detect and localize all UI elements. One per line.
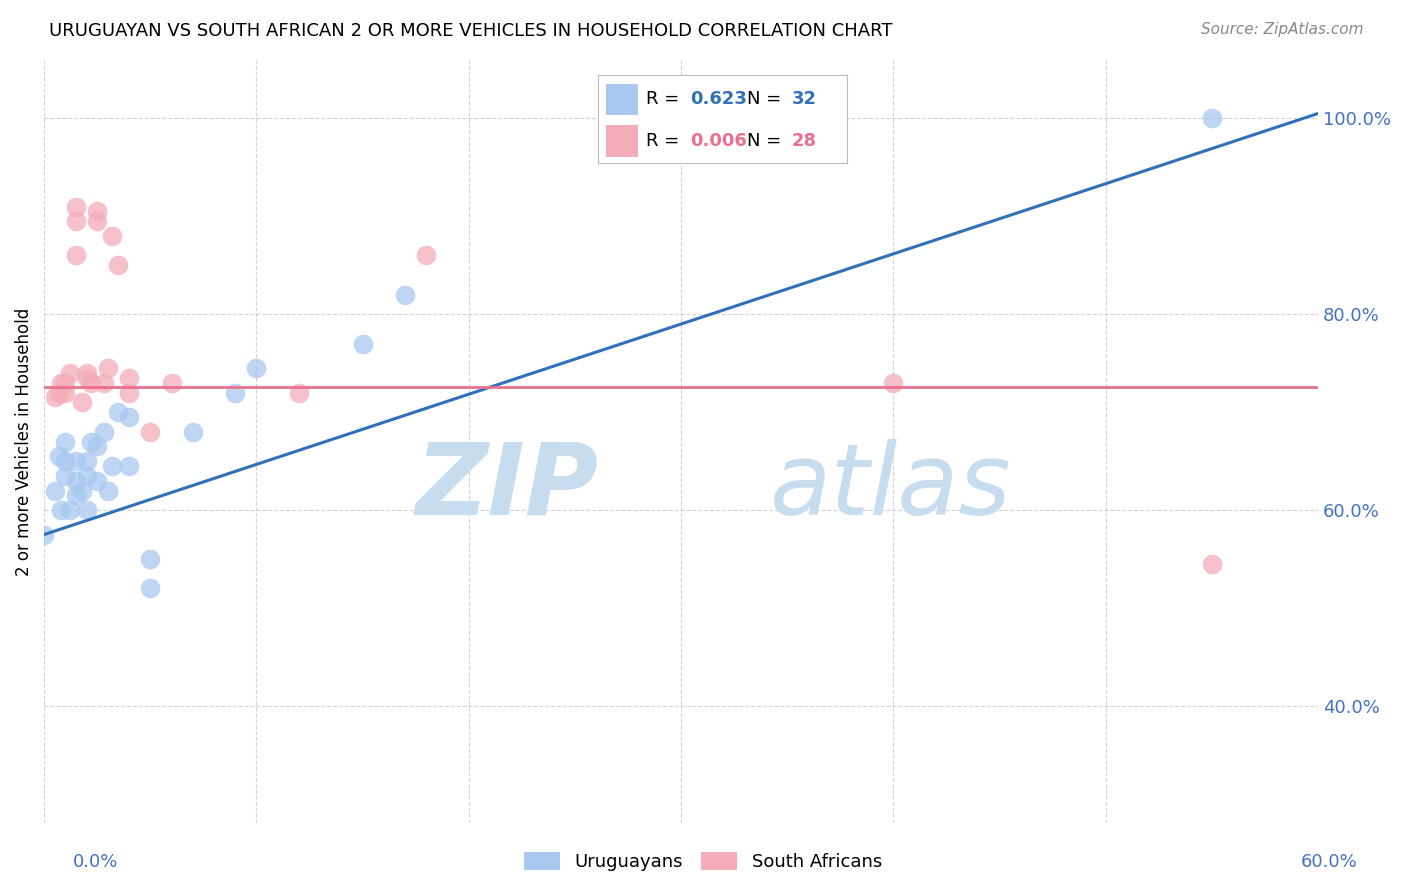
Point: [97, 361, 120, 376]
Text: atlas: atlas: [770, 439, 1012, 536]
Point: [48, 449, 70, 463]
Point: [53, 454, 76, 468]
Point: [224, 385, 246, 400]
Point: [107, 405, 129, 419]
Point: [53, 468, 76, 483]
Point: [86, 439, 108, 453]
Point: [352, 336, 374, 351]
Point: [58, 503, 80, 517]
Point: [32, 527, 55, 541]
Point: [107, 258, 129, 272]
Point: [44, 483, 66, 498]
Point: [72, 483, 94, 498]
Point: [86, 214, 108, 228]
Point: [65, 200, 87, 214]
Point: [160, 376, 183, 390]
Point: [181, 425, 204, 439]
Point: [53, 385, 76, 400]
Point: [86, 204, 108, 219]
Point: [882, 376, 904, 390]
Point: [49, 503, 72, 517]
Point: [1201, 112, 1223, 126]
Text: URUGUAYAN VS SOUTH AFRICAN 2 OR MORE VEHICLES IN HOUSEHOLD CORRELATION CHART: URUGUAYAN VS SOUTH AFRICAN 2 OR MORE VEH…: [49, 22, 893, 40]
Point: [65, 454, 87, 468]
Y-axis label: 2 or more Vehicles in Household: 2 or more Vehicles in Household: [15, 308, 32, 575]
Point: [139, 552, 162, 566]
Legend: Uruguayans, South Africans: Uruguayans, South Africans: [517, 845, 889, 879]
Point: [101, 458, 124, 473]
Point: [80, 434, 103, 449]
Point: [394, 287, 416, 301]
Point: [76, 366, 98, 380]
Point: [118, 385, 141, 400]
Point: [139, 425, 162, 439]
Point: [65, 488, 87, 502]
Point: [53, 376, 76, 390]
Point: [76, 454, 98, 468]
Text: Source: ZipAtlas.com: Source: ZipAtlas.com: [1201, 22, 1364, 37]
Point: [1201, 557, 1223, 571]
Point: [72, 395, 94, 409]
Point: [48, 385, 70, 400]
Point: [118, 410, 141, 425]
Point: [245, 361, 267, 376]
Point: [76, 371, 98, 385]
Point: [76, 503, 98, 517]
Point: [65, 214, 87, 228]
Point: [44, 391, 66, 405]
Point: [65, 248, 87, 262]
Point: [76, 468, 98, 483]
Point: [58, 366, 80, 380]
Point: [65, 474, 87, 488]
Text: 0.0%: 0.0%: [73, 853, 118, 871]
Point: [97, 483, 120, 498]
Point: [118, 371, 141, 385]
Point: [93, 425, 115, 439]
Point: [53, 434, 76, 449]
Text: ZIP: ZIP: [415, 439, 599, 536]
Point: [415, 248, 437, 262]
Point: [139, 582, 162, 596]
Text: 60.0%: 60.0%: [1301, 853, 1357, 871]
Point: [101, 228, 124, 243]
Point: [86, 474, 108, 488]
Point: [288, 385, 311, 400]
Point: [80, 376, 103, 390]
Point: [118, 458, 141, 473]
Point: [49, 376, 72, 390]
Point: [93, 376, 115, 390]
